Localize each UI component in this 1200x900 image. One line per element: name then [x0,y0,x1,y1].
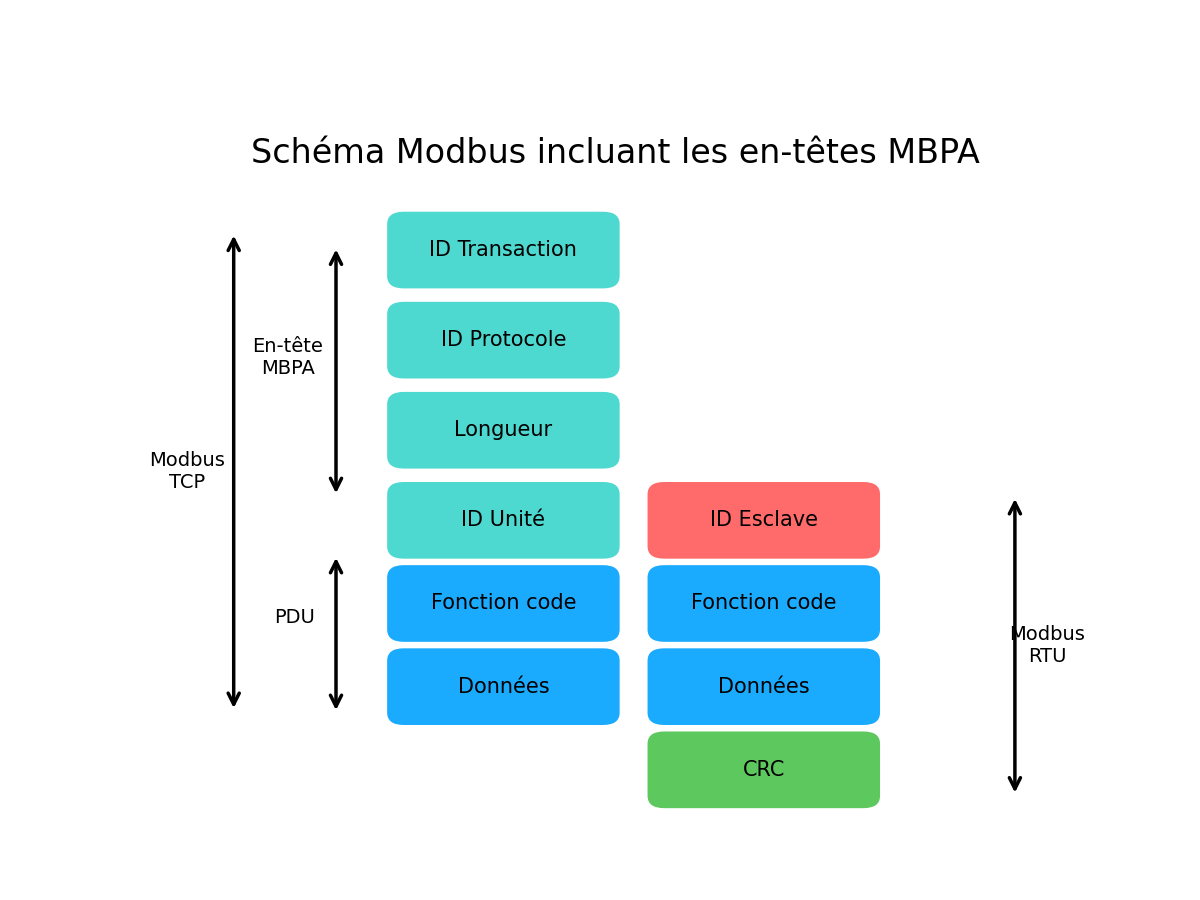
Text: Fonction code: Fonction code [691,593,836,614]
FancyBboxPatch shape [648,648,880,725]
FancyBboxPatch shape [648,732,880,808]
FancyBboxPatch shape [388,482,619,559]
Text: Longueur: Longueur [455,420,552,440]
FancyBboxPatch shape [388,565,619,642]
Text: ID Transaction: ID Transaction [430,240,577,260]
FancyBboxPatch shape [388,302,619,379]
Text: Fonction code: Fonction code [431,593,576,614]
Text: ID Unité: ID Unité [461,510,545,530]
Text: Schéma Modbus incluant les en-têtes MBPA: Schéma Modbus incluant les en-têtes MBPA [251,137,979,169]
Text: Modbus
RTU: Modbus RTU [1009,626,1085,666]
Text: En-tête
MBPA: En-tête MBPA [252,337,323,378]
Text: Données: Données [457,677,550,697]
Text: CRC: CRC [743,760,785,779]
Text: PDU: PDU [274,608,314,627]
FancyBboxPatch shape [648,565,880,642]
Text: Données: Données [718,677,810,697]
FancyBboxPatch shape [388,648,619,725]
FancyBboxPatch shape [388,212,619,288]
Text: Modbus
TCP: Modbus TCP [149,451,226,492]
FancyBboxPatch shape [648,482,880,559]
FancyBboxPatch shape [388,392,619,469]
Text: ID Protocole: ID Protocole [440,330,566,350]
Text: ID Esclave: ID Esclave [710,510,818,530]
